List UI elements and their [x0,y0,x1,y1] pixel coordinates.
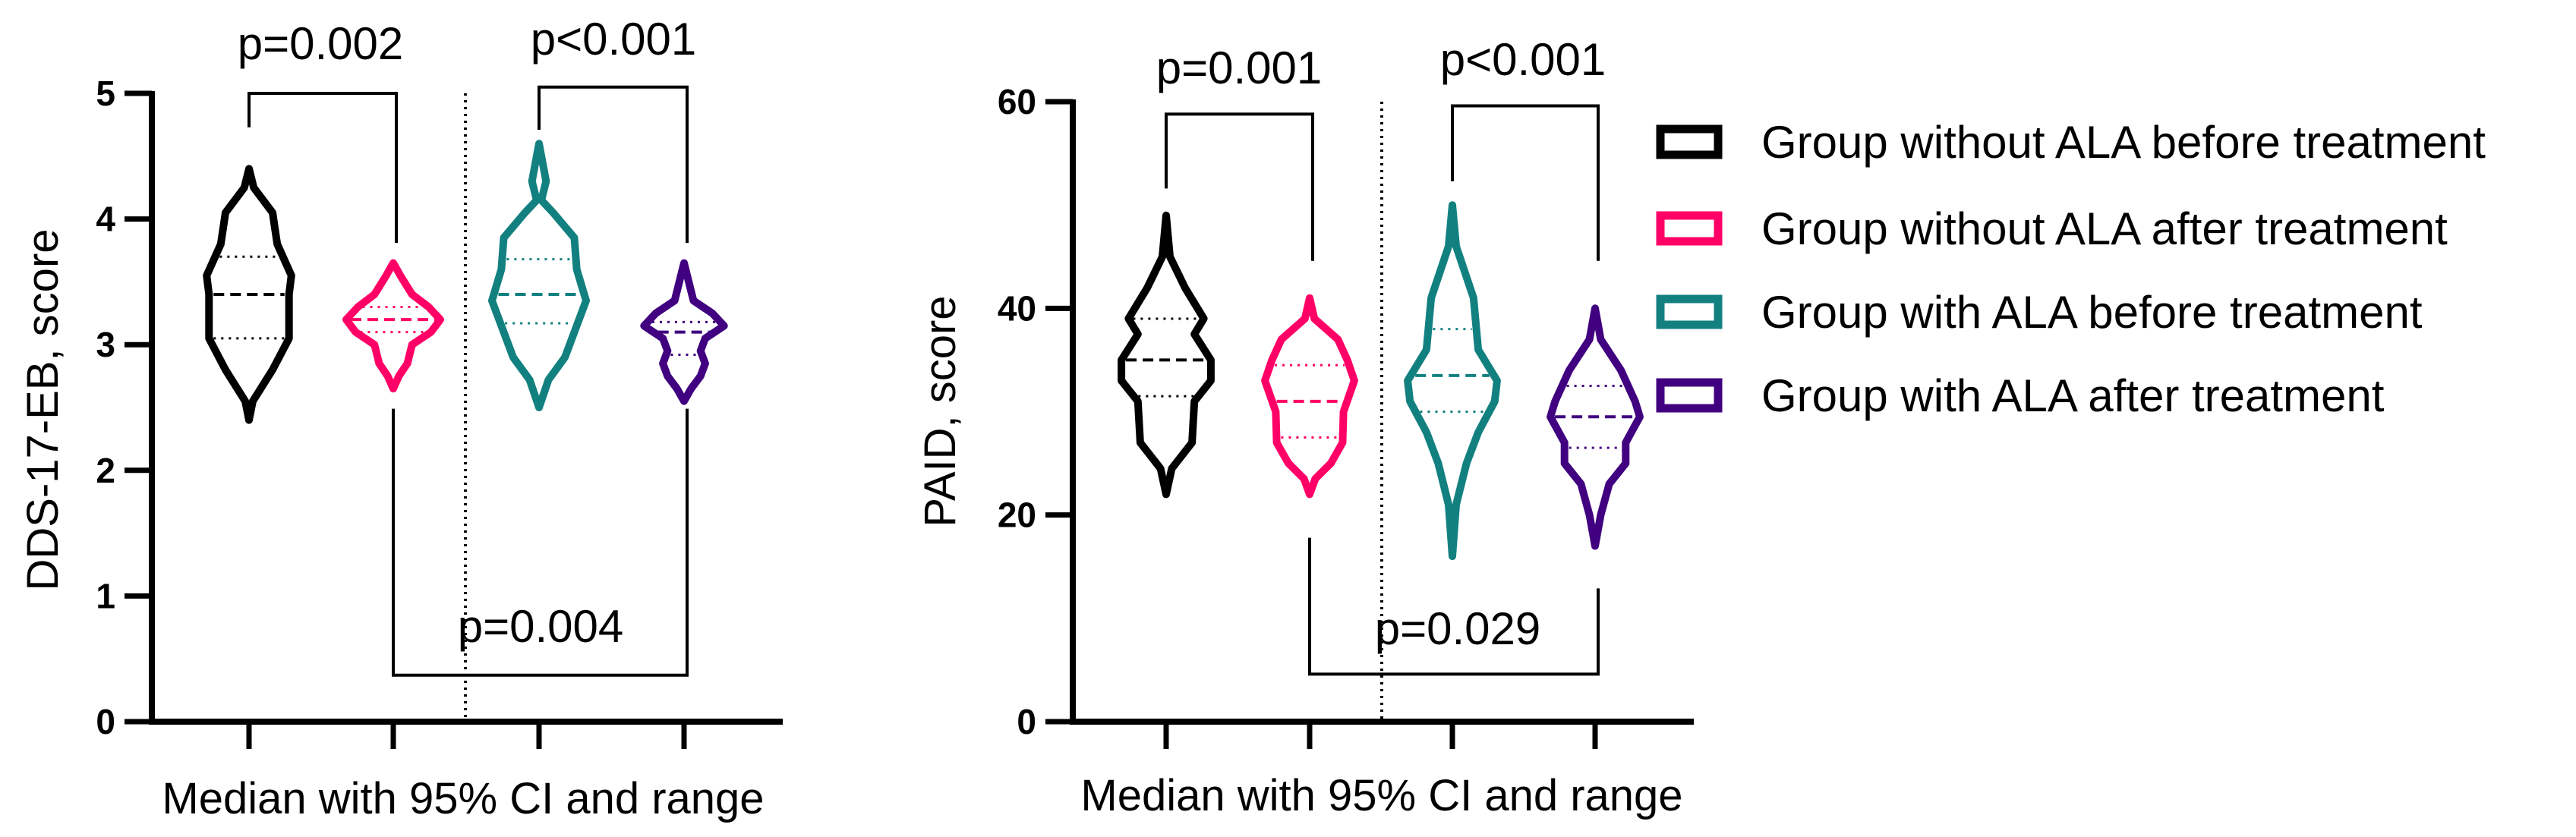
y-axis-title: DDS-17-EB, score [18,228,68,590]
y-tick-label: 1 [96,576,115,615]
p-label-comparison-1: p=0.001 [1156,42,1323,93]
p-label-comparison-3: p=0.029 [1375,603,1541,654]
violin-4 [640,259,728,405]
significance-bracket-2 [538,85,689,244]
dds-chart: DDS-17-EB, score Median with 95% CI and … [18,14,783,823]
legend-label: Group with ALA after treatment [1761,370,2385,421]
legend-swatch [1656,211,1723,246]
y-tick-label: 60 [998,82,1036,121]
p-label-comparison-1: p=0.002 [238,18,404,69]
legend-label: Group without ALA after treatment [1761,203,2448,254]
significance-bracket-2 [1451,104,1600,261]
significance-bracket-1 [1165,112,1314,261]
violin-2 [342,259,444,393]
y-tick-label: 5 [96,74,115,113]
y-tick-label: 40 [998,288,1036,328]
legend-swatch [1656,294,1723,329]
violin-4 [1547,304,1644,550]
y-tick-label: 3 [96,325,115,364]
legend-item: Group with ALA before treatment [1656,287,2423,338]
legend-item: Group without ALA after treatment [1656,203,2448,254]
y-tick-label: 0 [1017,702,1036,741]
legend: Group without ALA before treatment Group… [1656,117,2486,421]
y-tick-label: 4 [96,200,115,239]
violin-2 [1261,294,1358,499]
significance-bracket-1 [248,92,398,244]
p-label-comparison-3: p=0.004 [458,601,624,652]
violin-1 [203,165,295,424]
violin-1 [1118,211,1215,499]
violin-3 [1404,201,1501,561]
p-label-comparison-2: p<0.001 [1440,34,1606,85]
legend-item: Group with ALA after treatment [1656,370,2385,421]
y-tick-label: 0 [96,702,115,741]
y-tick-label: 20 [998,496,1036,535]
legend-label: Group with ALA before treatment [1761,287,2423,338]
y-axis-title: PAID, score [916,295,965,527]
violin-3 [488,140,590,411]
legend-label: Group without ALA before treatment [1761,117,2486,168]
x-axis-title: Median with 95% CI and range [1080,771,1682,820]
x-axis-title: Median with 95% CI and range [162,774,764,823]
significance-bracket-3 [392,408,689,677]
legend-swatch [1656,124,1723,159]
significance-bracket-3 [1308,537,1600,676]
legend-swatch [1656,378,1723,413]
legend-item: Group without ALA before treatment [1656,117,2486,168]
y-tick-label: 2 [96,451,115,490]
p-label-comparison-2: p<0.001 [531,14,697,65]
paid-chart: PAID, score Median with 95% CI and range… [916,34,1694,820]
